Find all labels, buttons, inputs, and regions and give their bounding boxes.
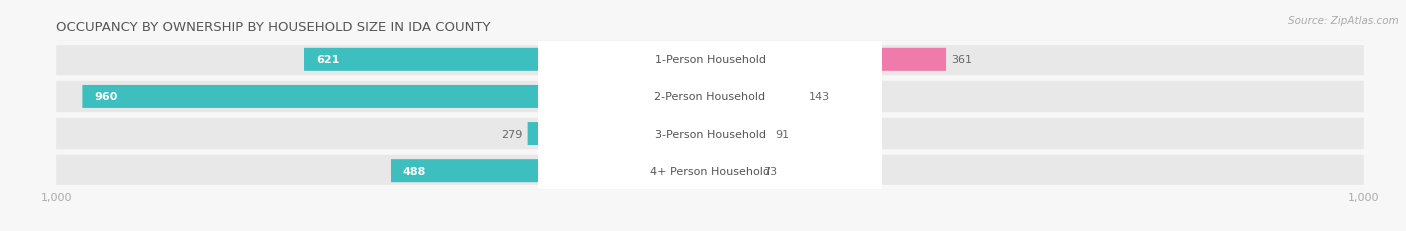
Text: Source: ZipAtlas.com: Source: ZipAtlas.com [1288,16,1399,26]
Text: 91: 91 [775,129,789,139]
FancyBboxPatch shape [391,159,710,182]
FancyBboxPatch shape [56,116,1364,152]
Text: 1-Person Household: 1-Person Household [655,55,765,65]
Text: 3-Person Household: 3-Person Household [655,129,765,139]
FancyBboxPatch shape [304,49,710,72]
Text: 2-Person Household: 2-Person Household [654,92,766,102]
Text: 361: 361 [952,55,973,65]
Text: OCCUPANCY BY OWNERSHIP BY HOUSEHOLD SIZE IN IDA COUNTY: OCCUPANCY BY OWNERSHIP BY HOUSEHOLD SIZE… [56,21,491,33]
FancyBboxPatch shape [538,0,882,181]
Text: 143: 143 [808,92,830,102]
Text: 960: 960 [94,92,118,102]
FancyBboxPatch shape [710,49,946,72]
FancyBboxPatch shape [710,122,769,146]
FancyBboxPatch shape [538,50,882,231]
FancyBboxPatch shape [710,159,758,182]
FancyBboxPatch shape [56,42,1364,79]
FancyBboxPatch shape [527,122,710,146]
Text: 621: 621 [316,55,339,65]
FancyBboxPatch shape [538,13,882,231]
FancyBboxPatch shape [56,152,1364,189]
Text: 4+ Person Household: 4+ Person Household [650,166,770,176]
Text: 279: 279 [501,129,523,139]
FancyBboxPatch shape [83,85,710,109]
Text: 488: 488 [402,166,426,176]
FancyBboxPatch shape [710,85,803,109]
FancyBboxPatch shape [56,79,1364,116]
FancyBboxPatch shape [538,0,882,218]
Text: 73: 73 [763,166,778,176]
